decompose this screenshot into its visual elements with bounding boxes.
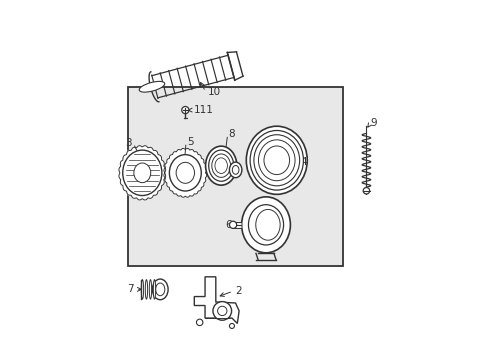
Circle shape [229,221,236,228]
Ellipse shape [258,140,294,181]
Polygon shape [163,148,206,197]
Ellipse shape [241,197,290,253]
Ellipse shape [255,210,280,240]
Circle shape [196,319,203,325]
Ellipse shape [215,158,227,174]
Text: 7: 7 [127,284,134,294]
Circle shape [212,302,231,320]
Ellipse shape [152,279,168,300]
Ellipse shape [153,280,155,299]
Ellipse shape [249,130,303,190]
Ellipse shape [155,283,164,296]
Ellipse shape [264,146,289,175]
Text: 5: 5 [187,138,193,147]
Text: 3: 3 [124,139,131,148]
Circle shape [363,188,369,194]
Ellipse shape [246,126,306,194]
Text: 111: 111 [193,105,213,115]
Text: 10: 10 [207,87,220,98]
Text: 4: 4 [300,157,306,167]
Text: 9: 9 [370,118,377,128]
Ellipse shape [139,81,164,92]
Text: 2: 2 [234,286,241,296]
Ellipse shape [176,162,194,183]
Ellipse shape [205,146,236,185]
Polygon shape [119,146,165,200]
Text: 8: 8 [228,130,235,139]
Polygon shape [194,277,239,323]
Ellipse shape [211,154,230,177]
Circle shape [182,107,188,114]
Ellipse shape [208,150,233,181]
Ellipse shape [134,163,150,183]
Ellipse shape [232,166,239,174]
Ellipse shape [169,155,201,191]
Ellipse shape [149,280,151,299]
Circle shape [217,306,226,316]
Ellipse shape [229,162,242,178]
Ellipse shape [253,135,299,186]
Ellipse shape [141,280,143,299]
Text: 6: 6 [225,220,231,230]
Circle shape [229,323,234,328]
Ellipse shape [122,150,162,195]
Ellipse shape [145,280,147,299]
Ellipse shape [248,205,283,245]
Bar [128,87,343,266]
